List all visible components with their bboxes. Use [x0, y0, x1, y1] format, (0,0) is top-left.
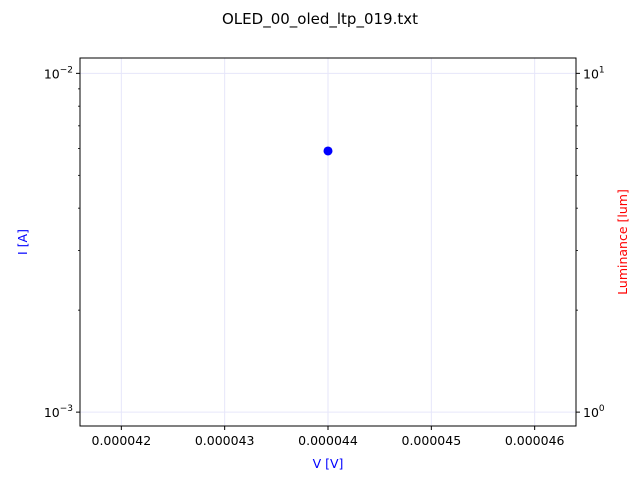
tick-layer: 0.000042 0.000043 0.000044 0.000045 0.000046…	[44, 65, 605, 448]
x-tick-label: 0.000043	[195, 433, 255, 448]
x-tick-label: 0.000044	[298, 433, 358, 448]
y-left-axis-label: I [A]	[15, 229, 30, 255]
y-left-tick-label: 10−3	[44, 404, 73, 420]
x-tick-label: 0.000046	[505, 433, 565, 448]
y-right-tick-label: 101	[583, 65, 605, 81]
plot-frame	[79, 57, 577, 427]
data-layer	[323, 146, 333, 156]
y-left-tick-label: 10−2	[44, 65, 73, 81]
grid-lines	[80, 58, 576, 426]
x-axis-label: V [V]	[313, 456, 344, 471]
y-right-axis-label: Luminance [lum]	[615, 189, 630, 295]
y-right-tick-label: 100	[583, 404, 605, 420]
x-tick-label: 0.000045	[402, 433, 462, 448]
x-tick-label: 0.000042	[92, 433, 152, 448]
chart-title: OLED_00_oled_ltp_019.txt	[222, 10, 418, 29]
data-point	[323, 146, 333, 156]
